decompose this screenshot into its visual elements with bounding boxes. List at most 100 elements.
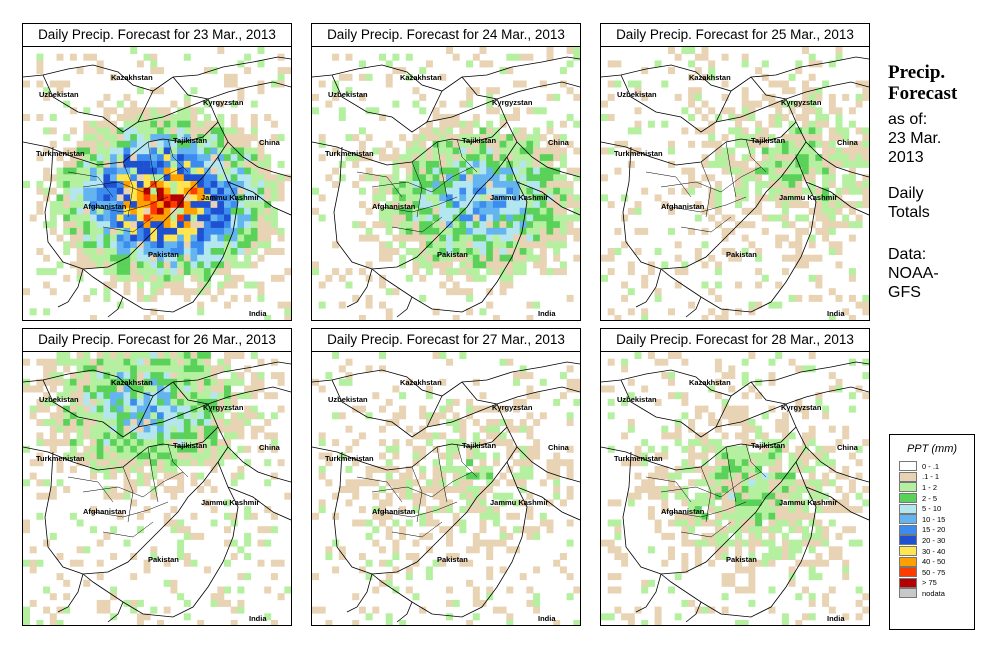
precip-cell: [123, 160, 131, 168]
precip-cell: [183, 365, 191, 373]
precip-cell: [332, 80, 340, 88]
precip-cell: [425, 134, 433, 142]
precip-cell: [808, 107, 816, 115]
precip-cell: [224, 405, 231, 413]
precip-cell: [425, 439, 433, 447]
precip-cell: [123, 120, 131, 128]
precip-cell: [808, 439, 816, 447]
precip-cell: [842, 147, 850, 155]
precip-cell: [788, 432, 796, 440]
precip-cell: [539, 512, 547, 520]
precip-cell: [230, 201, 238, 209]
precip-cell: [23, 613, 30, 621]
precip-cell: [459, 559, 467, 567]
precip-cell: [210, 372, 218, 380]
precip-cell: [721, 308, 729, 316]
precip-cell: [69, 174, 77, 182]
precip-cell: [123, 419, 131, 426]
precip-cell: [432, 154, 440, 162]
precip-cell: [668, 519, 675, 527]
precip-cell: [755, 492, 763, 500]
precip-cell: [513, 445, 520, 453]
precip-cell: [815, 154, 823, 162]
precip-cell: [708, 174, 716, 182]
precip-cell: [385, 445, 393, 453]
precip-cell: [217, 425, 225, 433]
precip-cell: [472, 419, 480, 426]
precip-cell: [277, 194, 285, 202]
precip-cell: [177, 352, 185, 359]
precip-cell: [446, 140, 453, 148]
precip-cell: [103, 372, 111, 380]
precip-cell: [795, 241, 803, 249]
precip-cell: [163, 486, 171, 493]
precip-cell: [177, 281, 185, 289]
precip-cell: [614, 140, 622, 148]
precip-cell: [358, 566, 366, 574]
precip-cell: [788, 174, 796, 182]
precip-cell: [419, 207, 427, 215]
precip-cell: [244, 405, 252, 413]
label-kyrgyzstan: Kyrgyzstan: [492, 98, 533, 107]
precip-cell: [808, 559, 816, 567]
precip-cell: [284, 492, 291, 500]
precip-cell: [647, 268, 655, 276]
precip-cell: [90, 315, 97, 320]
precip-cell: [90, 127, 97, 135]
label-tajikistan: Tajikistan: [462, 136, 496, 145]
precip-cell: [379, 281, 386, 289]
precip-cell: [795, 194, 803, 202]
precip-cell: [163, 412, 171, 420]
precip-cell: [546, 526, 554, 534]
precip-cell: [163, 559, 171, 567]
precip-cell: [802, 254, 809, 262]
precip-cell: [197, 140, 205, 148]
precip-cell: [466, 546, 474, 554]
precip-cell: [432, 519, 440, 527]
precip-cell: [358, 174, 366, 182]
precip-cell: [479, 127, 487, 135]
precip-cell: [23, 80, 30, 88]
precip-cell: [432, 352, 440, 359]
precip-cell: [566, 539, 574, 547]
precip-cell: [270, 573, 278, 581]
precip-cell: [419, 127, 427, 135]
precip-cell: [116, 254, 124, 262]
precip-cell: [439, 194, 447, 202]
precip-cell: [862, 87, 869, 95]
precip-cell: [224, 80, 231, 88]
precip-cell: [661, 486, 669, 493]
precip-cell: [392, 194, 400, 202]
precip-cell: [573, 201, 580, 209]
precip-cell: [183, 201, 191, 209]
precip-cell: [203, 432, 211, 440]
precip-cell: [848, 539, 856, 547]
precip-cell: [808, 519, 816, 527]
precip-cell: [708, 439, 716, 447]
precip-cell: [835, 506, 843, 514]
precip-cell: [741, 512, 749, 520]
precip-cell: [392, 519, 400, 527]
precip-cell: [230, 425, 238, 433]
precip-cell: [29, 385, 37, 393]
precip-cell: [203, 479, 211, 487]
precip-cell: [197, 147, 205, 155]
precip-cell: [627, 419, 635, 426]
precip-cell: [479, 492, 487, 500]
precip-cell: [472, 586, 480, 594]
precip-cell: [654, 358, 662, 366]
precip-cell: [270, 207, 278, 215]
precip-cell: [781, 539, 789, 547]
precip-cell: [385, 532, 393, 540]
precip-cell: [143, 261, 151, 269]
precip-cell: [190, 214, 198, 222]
precip-cell: [76, 459, 84, 467]
precip-cell: [607, 60, 615, 68]
precip-cell: [862, 181, 869, 188]
precip-cell: [795, 620, 803, 625]
precip-cell: [43, 586, 51, 594]
precip-cell: [788, 147, 796, 155]
precip-cell: [526, 425, 534, 433]
precip-cell: [405, 147, 413, 155]
precip-cell: [835, 439, 843, 447]
